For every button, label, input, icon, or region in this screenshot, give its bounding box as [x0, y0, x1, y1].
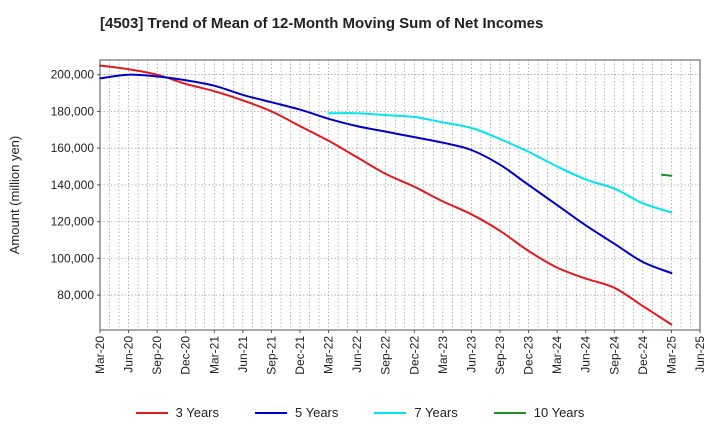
x-tick-label: Sep-22 — [379, 336, 393, 375]
x-tick-label: Dec-22 — [407, 336, 421, 375]
x-tick-label: Jun-25 — [693, 336, 707, 373]
series-line-3-years — [99, 64, 673, 326]
legend-swatch — [255, 411, 287, 414]
x-tick-label: Jun-21 — [236, 336, 250, 373]
x-tick-label: Sep-21 — [264, 336, 278, 375]
series-line-5-years — [99, 73, 673, 275]
x-tick-label: Dec-23 — [522, 336, 536, 375]
y-tick-labels: 80,000 100,000 120,000 140,000 160,000 180,00… — [51, 68, 100, 302]
y-tick-label: 100,000 — [51, 251, 95, 265]
x-tick-label: Jun-22 — [350, 336, 364, 373]
x-tick-label: Sep-23 — [493, 336, 507, 375]
chart-title: [4503] Trend of Mean of 12-Month Moving … — [100, 15, 544, 32]
legend-item-10-years: 10 Years — [493, 405, 585, 420]
x-tick-label: Mar-24 — [550, 336, 564, 374]
y-tick-label: 140,000 — [51, 178, 95, 192]
x-tick-label: Mar-20 — [93, 336, 107, 374]
legend-label: 7 Years — [414, 405, 458, 420]
plot-frame — [99, 59, 701, 331]
x-tick-label: Dec-24 — [636, 336, 650, 375]
x-tick-label: Jun-20 — [122, 336, 136, 373]
legend-label: 5 Years — [295, 405, 339, 420]
x-tick-label: Mar-25 — [664, 336, 678, 374]
x-tick-label: Mar-21 — [207, 336, 221, 374]
series-layer — [99, 64, 673, 326]
plot-background — [100, 60, 700, 330]
series-line-10-years — [660, 173, 673, 177]
legend-label: 10 Years — [533, 405, 585, 420]
x-tick-label: Dec-20 — [179, 336, 193, 375]
legend-label: 3 Years — [175, 405, 219, 420]
x-tick-labels: Mar-20 Jun-20 Sep-20 Dec-20 Mar-21 Jun-21 Sep-… — [93, 330, 707, 375]
y-tick-label: 160,000 — [51, 141, 95, 155]
x-tick-label: Sep-20 — [150, 336, 164, 375]
legend-swatch — [493, 411, 526, 414]
x-tick-label: Sep-24 — [607, 336, 621, 375]
x-tick-label: Jun-24 — [579, 336, 593, 373]
x-tick-label: Mar-23 — [436, 336, 450, 374]
series-line-7-years — [327, 112, 673, 214]
y-tick-label: 180,000 — [51, 104, 95, 118]
x-tick-label: Mar-22 — [322, 336, 336, 374]
legend-swatch — [135, 411, 168, 414]
y-tick-label: 200,000 — [51, 68, 95, 82]
legend-swatch — [374, 411, 407, 414]
y-tick-label: 80,000 — [57, 288, 94, 302]
x-tick-label: Dec-21 — [293, 336, 307, 375]
legend-item-3-years: 3 Years — [135, 405, 219, 420]
legend: 3 Years 5 Years 7 Years 10 Years — [0, 405, 720, 420]
x-tick-label: Jun-23 — [464, 336, 478, 373]
y-axis-title: Amount (million yen) — [7, 136, 22, 255]
y-tick-label: 120,000 — [51, 215, 95, 229]
legend-item-7-years: 7 Years — [374, 405, 458, 420]
legend-item-5-years: 5 Years — [255, 405, 338, 420]
